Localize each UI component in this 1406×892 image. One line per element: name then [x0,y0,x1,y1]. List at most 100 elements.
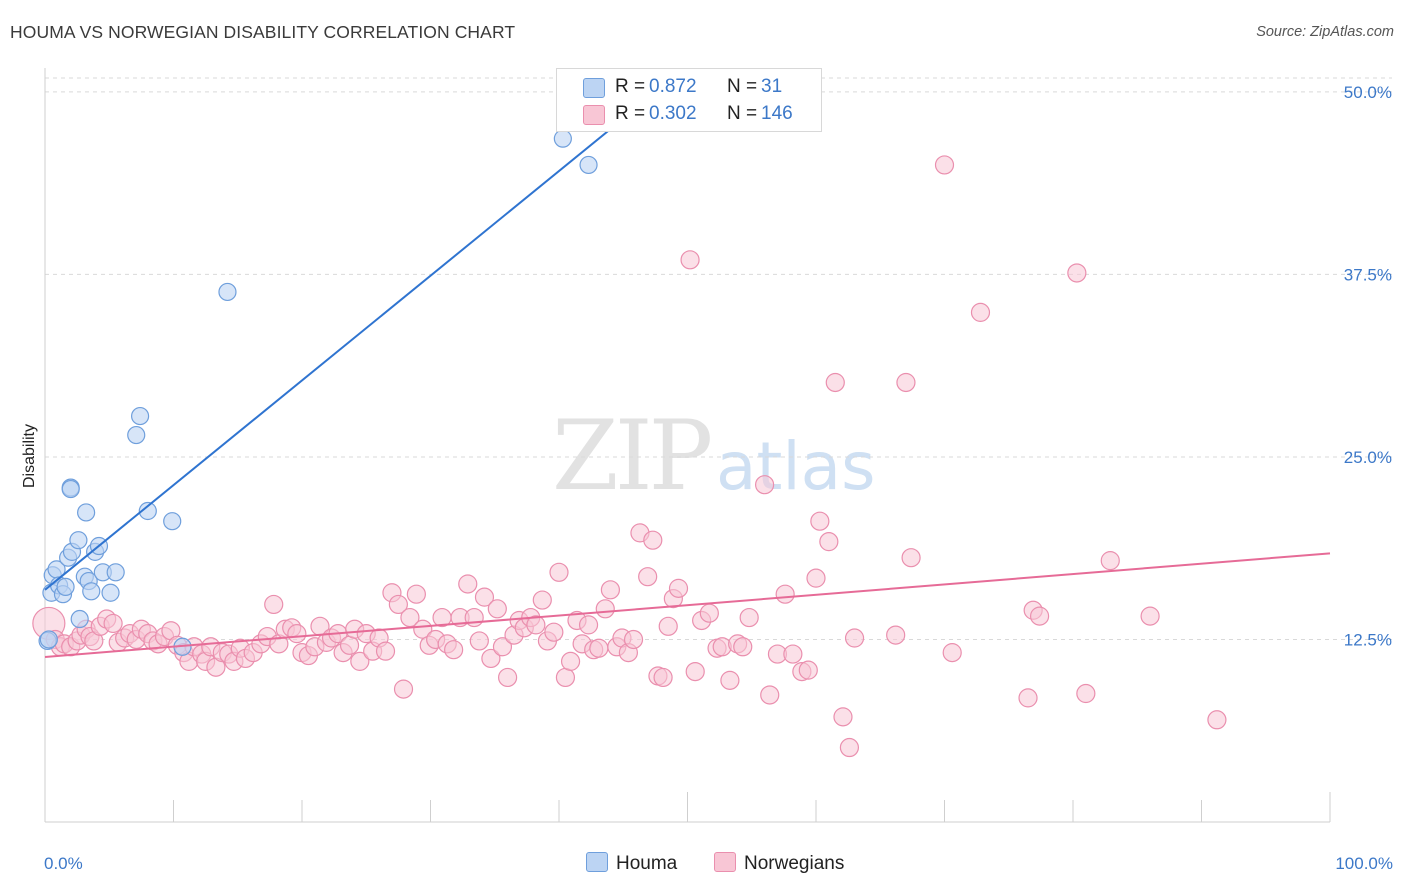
norwegians-point [1018,688,1038,708]
houma-point [127,425,146,445]
watermark-atlas: atlas [716,428,876,505]
norwegians-point [350,651,370,671]
norwegians-point [406,584,426,604]
norwegians-point [810,511,830,531]
norwegians-point [103,613,123,634]
norwegians-point [388,594,408,615]
houma-point [82,582,101,601]
norwegians-point [1207,710,1227,730]
y-tick-label: 25.0% [1344,448,1392,467]
houma-point [218,282,237,302]
houma-legend-label: Houma [616,853,678,874]
norwegians-point [699,603,719,623]
norwegians-point [589,638,609,658]
norwegians-point [806,568,826,588]
axes [44,68,1331,823]
norwegians-point [844,628,865,648]
norwegians-point [544,622,564,642]
norwegians-point [339,635,360,655]
grid-lines [45,77,1392,640]
norwegians-point [825,372,845,393]
y-axis-label: Disability [21,424,38,488]
norwegians-point [444,640,464,660]
houma-n-value: 31 [761,76,783,97]
watermark-zip: ZIP [552,400,713,512]
norwegians-point [643,530,663,550]
bottom-legend-houma: Houma [586,852,677,875]
norwegians-swatch [583,105,605,125]
x-tick-label: 100.0% [1335,854,1393,873]
norwegians-legend-label: Norwegians [744,853,845,874]
norwegians-point [469,631,489,651]
norwegians-point [393,679,414,699]
norwegians-point [600,580,621,600]
norwegians-point [896,372,916,393]
norwegians-r-value: 0.302 [649,103,697,124]
norwegians-points [32,155,1227,758]
y-tick-label: 37.5% [1344,265,1392,284]
norwegians-point [886,625,906,645]
norwegians-point [839,737,860,758]
norwegians-point [458,574,478,594]
houma-point [61,479,80,499]
trend-lines [44,96,1331,658]
legend-row-houma: R = 0.872 N = 31 [557,73,821,101]
norwegians-point [685,661,705,682]
norwegians-point [526,615,546,635]
houma-point [56,577,75,597]
norwegians-point [578,615,599,635]
norwegians-trend-line [44,552,1331,658]
norwegians-point [1029,606,1050,626]
houma-n-label: N = [727,76,758,97]
houma-point [39,630,58,649]
norwegians-point [720,670,740,690]
houma-point [101,583,120,602]
norwegians-point [555,667,576,688]
norwegians-point [492,637,513,657]
correlation-legend: R = 0.872 N = 31 R = 0.302 N = 146 [556,68,822,132]
x-tick-label: 0.0% [44,854,83,873]
norwegians-point [375,641,396,661]
axis-labels: 12.5% 25.0% 37.5% 50.0% 0.0% 100.0% Disability [21,83,1393,873]
norwegians-point [481,648,501,669]
y-tick-label: 50.0% [1344,83,1392,102]
norwegians-point [901,548,921,568]
norwegians-point [798,660,818,680]
houma-point [130,406,150,426]
norwegians-point [833,707,853,727]
houma-point [69,531,88,550]
norwegians-point [549,562,569,582]
norwegians-point [775,584,795,604]
norwegians-point [1076,683,1096,704]
norwegians-point [970,302,991,322]
norwegians-point [474,587,495,607]
norwegians-r-label: R = [615,103,646,124]
norwegians-point [680,250,700,270]
norwegians-point [623,629,644,650]
norwegians-point [595,599,615,619]
houma-r-label: R = [615,76,646,97]
norwegians-point [1067,263,1087,283]
norwegians-point [532,590,552,610]
chart-title: HOUMA VS NORWEGIAN DISABILITY CORRELATIO… [10,22,516,42]
houma-point [106,563,125,582]
houma-trend-line [44,96,650,591]
houma-point [77,503,96,522]
norwegians-point [783,644,803,664]
norwegians-point [638,567,658,587]
norwegians-point [739,607,759,628]
norwegians-point [934,155,955,175]
houma-point [579,155,598,175]
norwegians-point [668,578,689,598]
norwegians-point [264,594,284,615]
norwegians-point [760,685,780,705]
norwegians-point [653,667,673,688]
norwegians-point [1140,606,1160,626]
norwegians-point [942,643,962,663]
norwegians-point [819,532,839,552]
norwegians-point [658,616,678,636]
houma-point [163,512,182,531]
y-tick-label: 12.5% [1344,630,1392,649]
norwegians-point [1100,551,1120,571]
